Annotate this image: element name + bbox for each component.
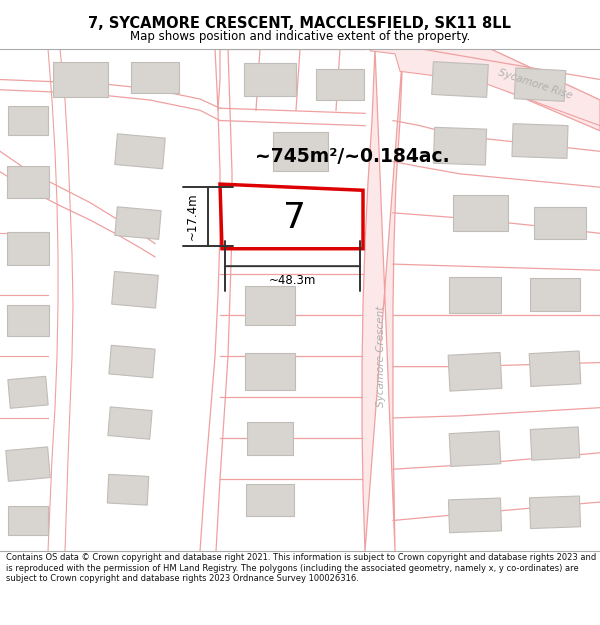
Bar (452, 195, 508, 231)
Bar (449, 277, 501, 313)
Bar (53, 62, 107, 98)
Bar (448, 352, 502, 391)
Text: 7, SYCAMORE CRESCENT, MACCLESFIELD, SK11 8LL: 7, SYCAMORE CRESCENT, MACCLESFIELD, SK11… (89, 16, 511, 31)
Bar (534, 207, 586, 239)
Bar (530, 427, 580, 460)
Polygon shape (480, 49, 600, 131)
Bar (244, 63, 296, 96)
Bar (8, 376, 48, 408)
Bar (276, 195, 324, 231)
Bar (8, 106, 48, 135)
Bar (246, 484, 294, 516)
Text: Contains OS data © Crown copyright and database right 2021. This information is : Contains OS data © Crown copyright and d… (6, 553, 596, 583)
Bar (107, 474, 149, 505)
Bar (316, 69, 364, 100)
Text: ~17.4m: ~17.4m (185, 192, 199, 240)
Bar (272, 132, 328, 171)
Bar (115, 134, 165, 169)
Bar (512, 124, 568, 158)
Bar (448, 498, 502, 532)
Bar (7, 305, 49, 336)
Bar (245, 286, 295, 324)
Bar (433, 127, 487, 165)
Text: ~745m²/~0.184ac.: ~745m²/~0.184ac. (255, 147, 449, 166)
Bar (247, 422, 293, 455)
Text: Sycamore Crescent: Sycamore Crescent (376, 306, 386, 407)
Text: 7: 7 (284, 201, 307, 235)
Bar (432, 62, 488, 98)
Bar (109, 345, 155, 378)
Polygon shape (220, 184, 363, 249)
Polygon shape (370, 49, 600, 126)
Bar (245, 353, 295, 390)
Polygon shape (362, 49, 403, 551)
Bar (8, 506, 48, 535)
Bar (449, 431, 501, 466)
Bar (112, 271, 158, 308)
Bar (529, 351, 581, 386)
Bar (131, 62, 179, 93)
Bar (115, 207, 161, 239)
Bar (7, 166, 49, 199)
Bar (108, 407, 152, 439)
Polygon shape (400, 49, 490, 79)
Bar (7, 232, 49, 265)
Bar (530, 279, 580, 311)
Text: Map shows position and indicative extent of the property.: Map shows position and indicative extent… (130, 30, 470, 43)
Text: Sycamore Rise: Sycamore Rise (497, 68, 573, 101)
Bar (6, 447, 50, 481)
Bar (514, 68, 566, 101)
Text: ~48.3m: ~48.3m (269, 274, 316, 287)
Bar (529, 496, 581, 529)
